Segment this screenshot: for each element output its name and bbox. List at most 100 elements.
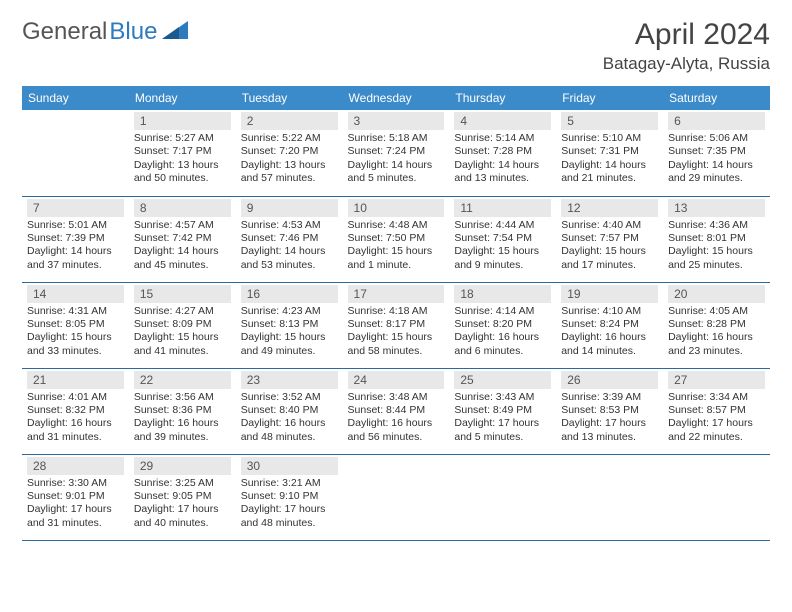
info-line-d1: Daylight: 13 hours xyxy=(241,159,338,172)
calendar-cell: 28Sunrise: 3:30 AMSunset: 9:01 PMDayligh… xyxy=(22,454,129,540)
day-info: Sunrise: 5:06 AMSunset: 7:35 PMDaylight:… xyxy=(668,132,765,186)
logo-triangle-icon xyxy=(162,18,188,46)
info-line-d1: Daylight: 14 hours xyxy=(241,245,338,258)
info-line-d2: and 23 minutes. xyxy=(668,345,765,358)
info-line-ss: Sunset: 7:57 PM xyxy=(561,232,658,245)
info-line-d1: Daylight: 13 hours xyxy=(134,159,231,172)
day-number: 6 xyxy=(668,112,765,130)
info-line-d1: Daylight: 15 hours xyxy=(348,245,445,258)
info-line-ss: Sunset: 7:24 PM xyxy=(348,145,445,158)
calendar-head: SundayMondayTuesdayWednesdayThursdayFrid… xyxy=(22,86,770,110)
info-line-sr: Sunrise: 5:06 AM xyxy=(668,132,765,145)
info-line-d1: Daylight: 15 hours xyxy=(454,245,551,258)
day-number: 12 xyxy=(561,199,658,217)
info-line-d2: and 1 minute. xyxy=(348,259,445,272)
day-info: Sunrise: 3:52 AMSunset: 8:40 PMDaylight:… xyxy=(241,391,338,445)
calendar-cell: 23Sunrise: 3:52 AMSunset: 8:40 PMDayligh… xyxy=(236,368,343,454)
day-number: 30 xyxy=(241,457,338,475)
weekday-header: Tuesday xyxy=(236,86,343,110)
info-line-d2: and 37 minutes. xyxy=(27,259,124,272)
info-line-ss: Sunset: 7:28 PM xyxy=(454,145,551,158)
day-number: 9 xyxy=(241,199,338,217)
day-info: Sunrise: 4:48 AMSunset: 7:50 PMDaylight:… xyxy=(348,219,445,273)
info-line-ss: Sunset: 8:24 PM xyxy=(561,318,658,331)
info-line-d2: and 13 minutes. xyxy=(454,172,551,185)
info-line-ss: Sunset: 9:05 PM xyxy=(134,490,231,503)
info-line-sr: Sunrise: 3:21 AM xyxy=(241,477,338,490)
day-info: Sunrise: 4:53 AMSunset: 7:46 PMDaylight:… xyxy=(241,219,338,273)
day-number: 29 xyxy=(134,457,231,475)
brand-part1: General xyxy=(22,18,107,46)
info-line-d2: and 22 minutes. xyxy=(668,431,765,444)
day-number: 24 xyxy=(348,371,445,389)
info-line-sr: Sunrise: 3:56 AM xyxy=(134,391,231,404)
info-line-sr: Sunrise: 4:44 AM xyxy=(454,219,551,232)
info-line-ss: Sunset: 7:46 PM xyxy=(241,232,338,245)
info-line-d2: and 58 minutes. xyxy=(348,345,445,358)
info-line-sr: Sunrise: 5:27 AM xyxy=(134,132,231,145)
calendar-cell: 13 Sunrise: 4:36 AMSunset: 8:01 PMDayligh… xyxy=(663,196,770,282)
info-line-ss: Sunset: 7:39 PM xyxy=(27,232,124,245)
calendar-cell: 27Sunrise: 3:34 AMSunset: 8:57 PMDayligh… xyxy=(663,368,770,454)
calendar-cell: 5Sunrise: 5:10 AMSunset: 7:31 PMDaylight… xyxy=(556,110,663,196)
calendar-cell: 21Sunrise: 4:01 AMSunset: 8:32 PMDayligh… xyxy=(22,368,129,454)
info-line-d1: Daylight: 16 hours xyxy=(27,417,124,430)
calendar-cell: 15Sunrise: 4:27 AMSunset: 8:09 PMDayligh… xyxy=(129,282,236,368)
info-line-ss: Sunset: 8:17 PM xyxy=(348,318,445,331)
info-line-d2: and 13 minutes. xyxy=(561,431,658,444)
info-line-sr: Sunrise: 4:57 AM xyxy=(134,219,231,232)
info-line-d2: and 45 minutes. xyxy=(134,259,231,272)
weekday-header: Friday xyxy=(556,86,663,110)
calendar-cell: 12Sunrise: 4:40 AMSunset: 7:57 PMDayligh… xyxy=(556,196,663,282)
calendar-week: 21Sunrise: 4:01 AMSunset: 8:32 PMDayligh… xyxy=(22,368,770,454)
info-line-sr: Sunrise: 4:05 AM xyxy=(668,305,765,318)
calendar-cell: 9 Sunrise: 4:53 AMSunset: 7:46 PMDaylight… xyxy=(236,196,343,282)
info-line-ss: Sunset: 7:17 PM xyxy=(134,145,231,158)
info-line-ss: Sunset: 8:05 PM xyxy=(27,318,124,331)
calendar-cell: 6 Sunrise: 5:06 AMSunset: 7:35 PMDaylight… xyxy=(663,110,770,196)
day-number: 13 xyxy=(668,199,765,217)
calendar-week: 14Sunrise: 4:31 AMSunset: 8:05 PMDayligh… xyxy=(22,282,770,368)
info-line-sr: Sunrise: 4:23 AM xyxy=(241,305,338,318)
info-line-ss: Sunset: 8:20 PM xyxy=(454,318,551,331)
info-line-d1: Daylight: 15 hours xyxy=(668,245,765,258)
info-line-sr: Sunrise: 5:14 AM xyxy=(454,132,551,145)
day-info: Sunrise: 4:36 AMSunset: 8:01 PMDaylight:… xyxy=(668,219,765,273)
info-line-d2: and 5 minutes. xyxy=(348,172,445,185)
info-line-d2: and 40 minutes. xyxy=(134,517,231,530)
info-line-d1: Daylight: 15 hours xyxy=(134,331,231,344)
day-number: 5 xyxy=(561,112,658,130)
info-line-ss: Sunset: 8:57 PM xyxy=(668,404,765,417)
day-info: Sunrise: 4:44 AMSunset: 7:54 PMDaylight:… xyxy=(454,219,551,273)
calendar-cell: 8Sunrise: 4:57 AMSunset: 7:42 PMDaylight… xyxy=(129,196,236,282)
day-info: Sunrise: 3:39 AMSunset: 8:53 PMDaylight:… xyxy=(561,391,658,445)
weekday-header: Thursday xyxy=(449,86,556,110)
info-line-ss: Sunset: 9:01 PM xyxy=(27,490,124,503)
calendar-cell: .. xyxy=(556,454,663,540)
info-line-d2: and 14 minutes. xyxy=(561,345,658,358)
day-info: Sunrise: 3:56 AMSunset: 8:36 PMDaylight:… xyxy=(134,391,231,445)
info-line-sr: Sunrise: 3:34 AM xyxy=(668,391,765,404)
info-line-d2: and 5 minutes. xyxy=(454,431,551,444)
calendar-cell: .. xyxy=(22,110,129,196)
info-line-sr: Sunrise: 4:53 AM xyxy=(241,219,338,232)
day-info: Sunrise: 4:27 AMSunset: 8:09 PMDaylight:… xyxy=(134,305,231,359)
day-number: 3 xyxy=(348,112,445,130)
day-info: Sunrise: 4:05 AMSunset: 8:28 PMDaylight:… xyxy=(668,305,765,359)
calendar-week: 7 Sunrise: 5:01 AMSunset: 7:39 PM Daylight… xyxy=(22,196,770,282)
calendar-cell: 17Sunrise: 4:18 AMSunset: 8:17 PMDayligh… xyxy=(343,282,450,368)
day-number: 7 xyxy=(27,199,124,217)
calendar-cell: 3Sunrise: 5:18 AMSunset: 7:24 PMDaylight… xyxy=(343,110,450,196)
calendar-cell: 10Sunrise: 4:48 AMSunset: 7:50 PMDayligh… xyxy=(343,196,450,282)
info-line-sr: Sunrise: 5:01 AM xyxy=(27,219,124,232)
day-number: 2 xyxy=(241,112,338,130)
info-line-ss: Sunset: 7:35 PM xyxy=(668,145,765,158)
calendar-cell: 2Sunrise: 5:22 AMSunset: 7:20 PMDaylight… xyxy=(236,110,343,196)
info-line-d1: Daylight: 15 hours xyxy=(561,245,658,258)
weekday-header: Saturday xyxy=(663,86,770,110)
title-block: April 2024 Batagay-Alyta, Russia xyxy=(603,18,770,74)
info-line-d1: Daylight: 17 hours xyxy=(241,503,338,516)
info-line-d1: Daylight: 16 hours xyxy=(241,417,338,430)
calendar-cell: .. xyxy=(343,454,450,540)
info-line-d2: and 48 minutes. xyxy=(241,431,338,444)
